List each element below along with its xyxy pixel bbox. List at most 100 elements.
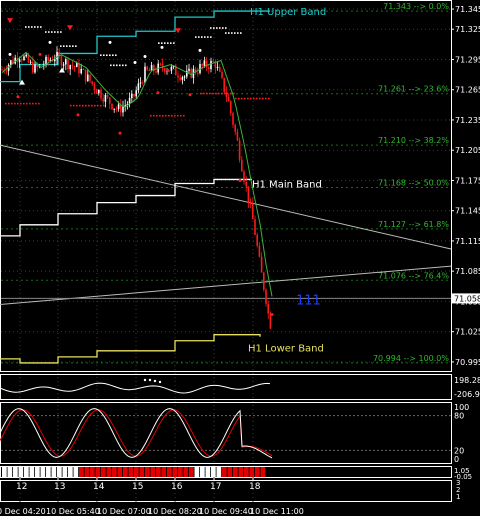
resistance-dot — [122, 64, 124, 67]
candle-body — [153, 65, 155, 72]
support-dot — [153, 114, 155, 117]
signal-dot-white — [108, 40, 112, 44]
day-label-6: 18 — [249, 482, 261, 492]
resistance-dot — [106, 54, 108, 57]
price-tick-label-5: 71.205 — [455, 146, 480, 155]
trend-bar-cell — [183, 467, 189, 477]
candle-body — [170, 66, 173, 71]
trend-bar-cell — [40, 467, 46, 477]
trend-bar-cell — [106, 467, 112, 477]
support-dot — [159, 114, 161, 117]
time-label-5: 10 Dec 11:00 — [250, 507, 304, 516]
price-tick-label-8: 71.115 — [455, 237, 480, 246]
candle-body — [71, 65, 74, 67]
resistance-dot — [109, 54, 111, 57]
candle-body — [164, 68, 166, 72]
oscillator-line — [0, 382, 271, 394]
volume-tick-1: 2 — [456, 486, 460, 494]
support-dot — [206, 92, 208, 95]
candle-body — [247, 186, 250, 204]
stoch-tick-20: 20 — [454, 446, 464, 455]
panel-frame-1 — [0, 374, 452, 400]
candle-body — [230, 101, 232, 113]
price-tick-label-1: 71.325 — [455, 25, 480, 34]
candle-body — [40, 64, 43, 66]
signal-dot-red — [188, 93, 192, 97]
candle-body — [87, 74, 89, 82]
resistance-dot — [219, 27, 221, 29]
candle-body — [177, 75, 179, 78]
support-dot — [230, 92, 232, 95]
fib-label-3: 71.168 --> 50.0% — [378, 179, 449, 188]
candle-body — [84, 69, 87, 82]
panel-frame-4 — [0, 480, 452, 502]
price-tick-label-7: 71.145 — [455, 207, 480, 216]
trend-bar-cell — [73, 467, 79, 477]
support-dot — [253, 97, 255, 100]
sell-arrow-icon — [67, 25, 73, 31]
candle-body — [122, 106, 124, 113]
candle-body — [232, 112, 234, 125]
trend-bar-tick-top: 1.05 — [454, 467, 470, 475]
price-tick-label-9: 71.085 — [455, 267, 480, 276]
candle-body — [197, 72, 199, 74]
candle-body — [135, 90, 137, 97]
trend-bar-cell — [134, 467, 139, 477]
resistance-dot — [110, 64, 112, 67]
support-dot — [79, 104, 81, 107]
trend-bar-cell — [101, 467, 106, 477]
trend-bar-cell — [167, 467, 172, 477]
support-dot — [91, 104, 93, 107]
candle-body — [216, 66, 219, 68]
support-dot — [150, 114, 152, 117]
trend-bar-cell — [238, 467, 244, 477]
support-dot — [11, 102, 13, 105]
candle-body — [91, 81, 93, 84]
support-dot — [224, 92, 226, 95]
candle-body — [73, 66, 76, 68]
support-dot — [17, 102, 19, 105]
support-dot — [215, 92, 217, 95]
price-tick-label-2: 71.295 — [455, 55, 480, 64]
candle-body — [89, 74, 91, 82]
resistance-dot — [113, 64, 115, 67]
signal-dot-white — [143, 54, 147, 58]
resistance-dot — [51, 31, 53, 33]
support-dot — [5, 102, 7, 105]
support-dot — [233, 92, 235, 95]
candle-body — [100, 89, 102, 99]
current-price-label: 71.058 — [454, 294, 480, 303]
candle-body — [47, 56, 49, 61]
trend-bar-cell — [62, 467, 68, 477]
oscillator-tick-bottom: -206.906 — [454, 390, 480, 399]
support-dot — [156, 114, 158, 117]
candle-body — [148, 69, 151, 71]
upper-band-line — [0, 10, 270, 83]
trend-bar-cell — [200, 467, 205, 477]
candle-body — [21, 59, 23, 61]
support-dot — [14, 102, 16, 105]
support-dot — [26, 102, 28, 105]
candle-body — [32, 61, 34, 73]
resistance-dot — [167, 42, 169, 44]
resistance-dot — [161, 42, 163, 44]
support-dot — [73, 104, 75, 107]
candle-body — [254, 219, 256, 235]
candle-body — [263, 272, 265, 290]
trend-bar-cell — [18, 467, 24, 477]
candle-body — [51, 60, 54, 62]
trend-bar-cell — [156, 467, 161, 477]
signal-dot-white — [198, 48, 202, 52]
candle-body — [34, 64, 36, 73]
candle-body — [199, 64, 201, 73]
trend-bar-cell — [90, 467, 95, 477]
candle-body — [76, 63, 78, 68]
candle-body — [205, 60, 208, 68]
candle-body — [95, 89, 98, 94]
support-dot — [247, 97, 249, 100]
support-dot — [100, 104, 102, 107]
moving-average-line — [1, 51, 273, 297]
trend-bar-cell — [172, 467, 178, 477]
trend-bar-cell — [24, 467, 29, 477]
candle-body — [120, 104, 122, 113]
